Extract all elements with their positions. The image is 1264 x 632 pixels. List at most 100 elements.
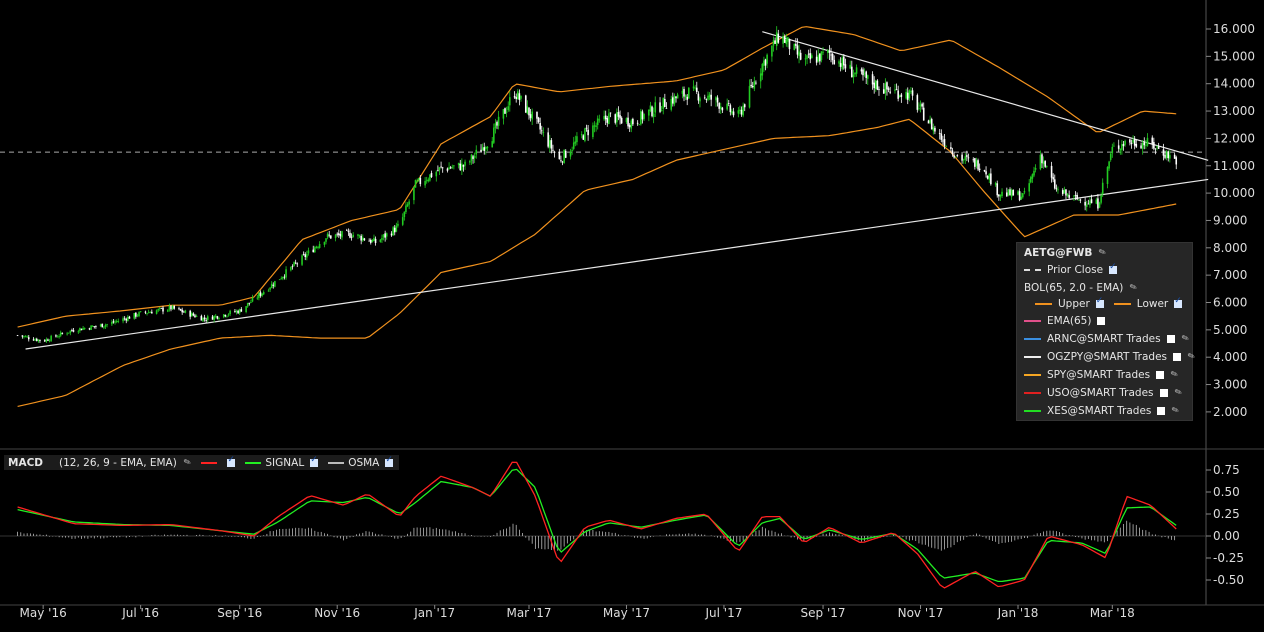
candle-body: [664, 98, 666, 108]
candle-body: [1129, 139, 1131, 143]
checkbox-icon[interactable]: [1097, 317, 1106, 325]
candle-body: [619, 115, 621, 119]
candle-body: [496, 122, 498, 126]
wrench-icon[interactable]: ✎: [1173, 387, 1184, 399]
candle-body: [699, 98, 701, 102]
candle-body: [526, 106, 529, 114]
wrench-icon[interactable]: ✎: [1186, 351, 1198, 363]
legend-item-xes[interactable]: XES@SMART Trades ✎: [1024, 405, 1182, 417]
candle-body: [390, 233, 393, 236]
checkbox-icon[interactable]: [310, 455, 319, 467]
legend-item-bollinger[interactable]: BOL(65, 2.0 - EMA) ✎: [1024, 282, 1140, 294]
candle-body: [1173, 154, 1176, 159]
candle-body: [302, 254, 305, 256]
candle-body: [56, 336, 59, 338]
osma-label: OSMA: [348, 456, 380, 469]
candle-body: [261, 293, 263, 296]
legend-symbol-row[interactable]: AETG@FWB ✎: [1024, 247, 1109, 259]
legend-item-ema[interactable]: EMA(65): [1024, 315, 1106, 327]
checkbox-icon[interactable]: [1173, 353, 1182, 361]
legend-item-spy[interactable]: SPY@SMART Trades ✎: [1024, 369, 1181, 381]
candle-body: [1063, 189, 1066, 194]
y-tick-label: 4.000: [1213, 350, 1247, 364]
wrench-icon[interactable]: ✎: [1170, 405, 1182, 417]
checkbox-icon[interactable]: [1157, 407, 1166, 415]
x-tick-label: Nov '16: [314, 606, 360, 620]
checkbox-icon[interactable]: [1156, 371, 1165, 379]
candle-body: [905, 91, 907, 99]
candle-body: [593, 125, 596, 127]
wrench-icon[interactable]: ✎: [1180, 333, 1191, 345]
candle-body: [727, 103, 730, 104]
candle-body: [326, 233, 329, 238]
y-tick-label: 7.000: [1213, 268, 1247, 282]
candle-body: [381, 237, 383, 240]
candle-body: [654, 102, 657, 113]
candle-body: [775, 32, 778, 47]
checkbox-icon[interactable]: [1109, 262, 1118, 274]
candle-body: [1141, 142, 1144, 149]
candle-body: [369, 239, 372, 243]
candle-body: [956, 155, 959, 156]
legend-item-prior-close[interactable]: Prior Close: [1024, 262, 1118, 276]
candle-body: [69, 330, 72, 333]
candle-body: [743, 104, 746, 108]
candle-body: [1156, 146, 1158, 148]
candle-body: [1169, 155, 1171, 159]
candle-body: [32, 339, 35, 341]
candle-body: [1045, 166, 1048, 167]
candle-body: [128, 316, 131, 319]
candle-body: [312, 249, 315, 253]
candle-body: [379, 239, 382, 242]
legend-item-uso[interactable]: USO@SMART Trades ✎: [1024, 387, 1184, 399]
candle-body: [67, 332, 70, 334]
candle-body: [558, 152, 561, 160]
candle-body: [748, 86, 751, 108]
legend-item-ogzpy[interactable]: OGZPY@SMART Trades ✎: [1024, 351, 1198, 363]
candle-body: [994, 183, 997, 185]
candle-body: [229, 310, 231, 315]
checkbox-icon[interactable]: [1159, 389, 1168, 397]
macd-legend[interactable]: MACD (12, 26, 9 - EMA, EMA) ✎ SIGNAL OSM…: [4, 455, 400, 470]
candle-body: [55, 335, 57, 337]
checkbox-icon[interactable]: [1174, 296, 1183, 308]
legend-item-label: ARNC@SMART Trades: [1047, 333, 1161, 345]
candle-body: [368, 240, 370, 242]
checkbox-icon[interactable]: [385, 455, 394, 467]
candle-body: [585, 127, 588, 129]
legend-item-arnc[interactable]: ARNC@SMART Trades ✎: [1024, 333, 1191, 345]
candle-body: [820, 51, 823, 61]
candle-body: [200, 315, 203, 321]
candle-body: [998, 194, 1000, 197]
candle-body: [838, 61, 840, 64]
candle-body: [719, 106, 722, 109]
candle-body: [360, 235, 362, 241]
candle-body: [27, 337, 30, 340]
candle-body: [927, 120, 930, 124]
wrench-icon[interactable]: ✎: [1128, 282, 1140, 294]
legend-symbol: AETG@FWB: [1024, 247, 1093, 259]
wrench-icon[interactable]: ✎: [182, 456, 193, 469]
candle-body: [159, 307, 161, 309]
checkbox-icon[interactable]: [227, 455, 236, 467]
candle-body: [469, 161, 471, 163]
candle-body: [24, 336, 27, 338]
candle-body: [1098, 202, 1101, 208]
legend-item-bol-bands[interactable]: Upper Lower: [1035, 296, 1183, 310]
candle-body: [524, 95, 527, 113]
candle-body: [190, 313, 193, 317]
wrench-icon[interactable]: ✎: [1169, 369, 1181, 381]
y-tick-label: 11.000: [1213, 159, 1255, 173]
wrench-icon[interactable]: ✎: [1097, 247, 1109, 259]
candle-body: [798, 51, 800, 57]
candle-body: [1017, 191, 1019, 195]
candle-body: [262, 292, 265, 295]
checkbox-icon[interactable]: [1095, 296, 1104, 308]
checkbox-icon[interactable]: [1166, 335, 1175, 343]
candle-body: [189, 310, 191, 317]
candle-body: [676, 94, 679, 99]
candle-body: [529, 114, 532, 118]
candle-body: [759, 73, 762, 82]
